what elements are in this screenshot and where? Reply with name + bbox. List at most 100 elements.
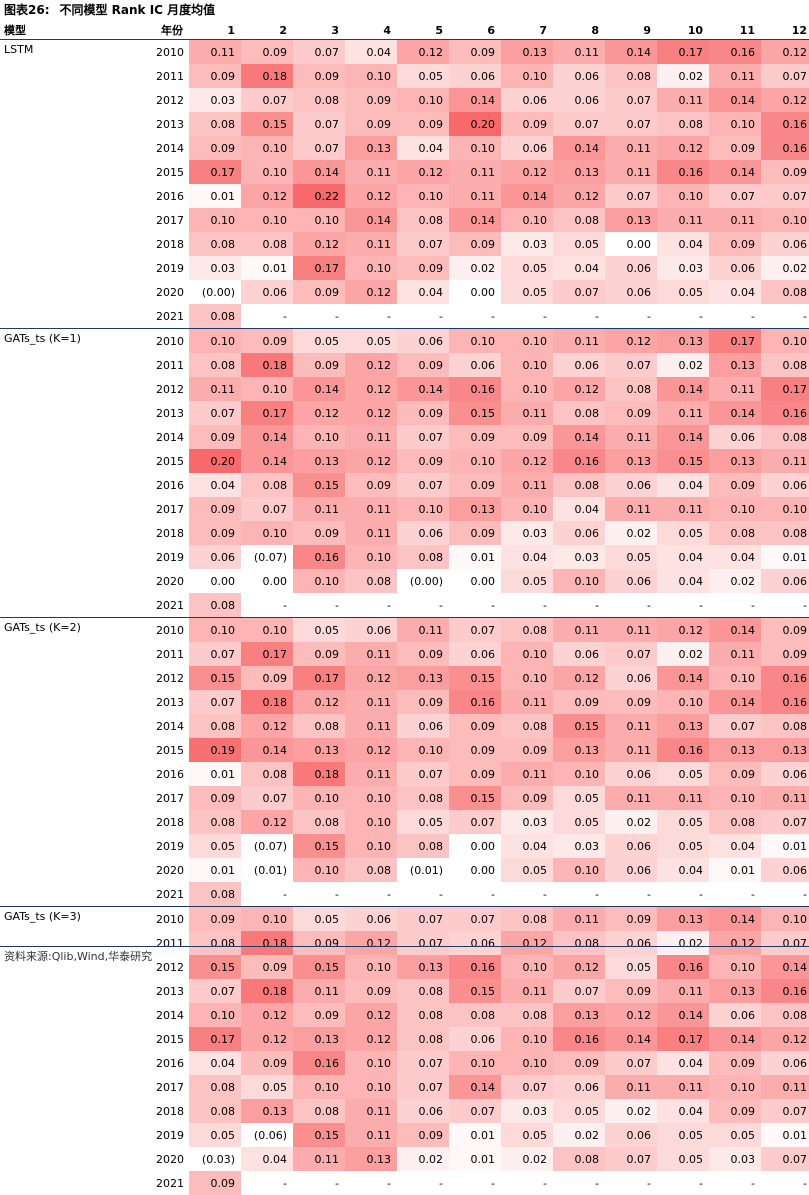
ic-value-cell: 0.01 — [189, 184, 241, 208]
ic-value-cell: 0.07 — [449, 907, 501, 932]
year-cell: 2015 — [150, 160, 189, 184]
year-cell: 2020 — [150, 858, 189, 882]
ic-value-cell: 0.14 — [293, 377, 345, 401]
ic-value-cell: 0.20 — [449, 112, 501, 136]
ic-value-cell: 0.10 — [761, 497, 809, 521]
ic-value-cell: 0.06 — [553, 1075, 605, 1099]
bottom-divider — [0, 946, 809, 947]
ic-value-cell: - — [293, 1171, 345, 1195]
ic-value-cell: 0.12 — [397, 160, 449, 184]
ic-value-cell: 0.12 — [293, 232, 345, 256]
ic-value-cell: 0.11 — [189, 40, 241, 65]
ic-value-cell: 0.08 — [605, 377, 657, 401]
model-cell — [0, 232, 150, 256]
ic-value-cell: 0.17 — [241, 642, 293, 666]
ic-value-cell: 0.11 — [345, 642, 397, 666]
ic-value-cell: 0.07 — [553, 280, 605, 304]
ic-value-cell: 0.12 — [345, 401, 397, 425]
ic-value-cell: 0.00 — [449, 569, 501, 593]
ic-value-cell: - — [657, 882, 709, 907]
model-cell — [0, 1123, 150, 1147]
ic-value-cell: 0.12 — [345, 666, 397, 690]
ic-value-cell: 0.16 — [761, 401, 809, 425]
ic-value-cell: 0.09 — [709, 1051, 761, 1075]
ic-value-cell: - — [501, 593, 553, 618]
ic-value-cell: 0.06 — [605, 280, 657, 304]
ic-value-cell: 0.02 — [761, 256, 809, 280]
ic-value-cell: 0.05 — [501, 1123, 553, 1147]
ic-value-cell: - — [657, 1171, 709, 1195]
model-cell — [0, 882, 150, 907]
ic-value-cell: 0.10 — [501, 208, 553, 232]
ic-value-cell: 0.14 — [657, 1003, 709, 1027]
ic-value-cell: 0.12 — [657, 136, 709, 160]
ic-value-cell: 0.02 — [605, 1099, 657, 1123]
year-cell: 2011 — [150, 931, 189, 955]
ic-value-cell: 0.05 — [553, 786, 605, 810]
model-cell — [0, 762, 150, 786]
ic-value-cell: 0.09 — [761, 642, 809, 666]
ic-value-cell: 0.13 — [553, 160, 605, 184]
ic-value-cell: 0.08 — [241, 473, 293, 497]
ic-value-cell: - — [449, 882, 501, 907]
year-cell: 2018 — [150, 232, 189, 256]
ic-value-cell: 0.12 — [293, 401, 345, 425]
ic-value-cell: 0.09 — [449, 40, 501, 65]
ic-value-cell: 0.16 — [761, 666, 809, 690]
model-cell — [0, 545, 150, 569]
ic-value-cell: 0.11 — [761, 786, 809, 810]
ic-value-cell: 0.13 — [709, 738, 761, 762]
figure-title-prefix: 图表26: — [4, 3, 50, 17]
year-cell: 2021 — [150, 1171, 189, 1195]
ic-value-cell: 0.15 — [553, 714, 605, 738]
model-cell — [0, 473, 150, 497]
ic-value-cell: 0.14 — [449, 1075, 501, 1099]
ic-value-cell: 0.05 — [553, 810, 605, 834]
ic-value-cell: 0.17 — [293, 256, 345, 280]
ic-value-cell: 0.08 — [293, 810, 345, 834]
header-month-11: 11 — [709, 21, 761, 40]
ic-value-cell: 0.14 — [709, 690, 761, 714]
ic-value-cell: 0.08 — [241, 232, 293, 256]
ic-value-cell: 0.06 — [605, 834, 657, 858]
ic-value-cell: - — [241, 882, 293, 907]
model-cell — [0, 569, 150, 593]
ic-value-cell: 0.12 — [709, 931, 761, 955]
ic-value-cell: 0.09 — [709, 762, 761, 786]
ic-value-cell: 0.01 — [241, 256, 293, 280]
ic-value-cell: 0.15 — [293, 955, 345, 979]
ic-value-cell: 0.07 — [761, 810, 809, 834]
ic-value-cell: 0.09 — [345, 979, 397, 1003]
ic-value-cell: 0.12 — [345, 280, 397, 304]
ic-value-cell: 0.06 — [449, 1027, 501, 1051]
ic-value-cell: 0.01 — [449, 545, 501, 569]
ic-value-cell: 0.10 — [345, 955, 397, 979]
model-cell — [0, 401, 150, 425]
ic-value-cell: 0.13 — [657, 329, 709, 354]
ic-value-cell: 0.07 — [189, 979, 241, 1003]
year-cell: 2015 — [150, 1027, 189, 1051]
ic-value-cell: 0.08 — [189, 931, 241, 955]
year-cell: 2021 — [150, 304, 189, 329]
ic-value-cell: 0.10 — [241, 618, 293, 643]
ic-value-cell: 0.17 — [657, 40, 709, 65]
year-cell: 2012 — [150, 666, 189, 690]
ic-value-cell: 0.11 — [605, 786, 657, 810]
ic-value-cell: 0.11 — [345, 1099, 397, 1123]
ic-value-cell: 0.10 — [449, 329, 501, 354]
ic-value-cell: 0.04 — [657, 858, 709, 882]
ic-value-cell: 0.13 — [553, 1003, 605, 1027]
ic-value-cell: 0.10 — [449, 449, 501, 473]
ic-value-cell: 0.22 — [293, 184, 345, 208]
ic-value-cell: 0.04 — [241, 1147, 293, 1171]
ic-value-cell: 0.16 — [293, 545, 345, 569]
ic-value-cell: 0.06 — [241, 280, 293, 304]
ic-value-cell: 0.11 — [345, 160, 397, 184]
